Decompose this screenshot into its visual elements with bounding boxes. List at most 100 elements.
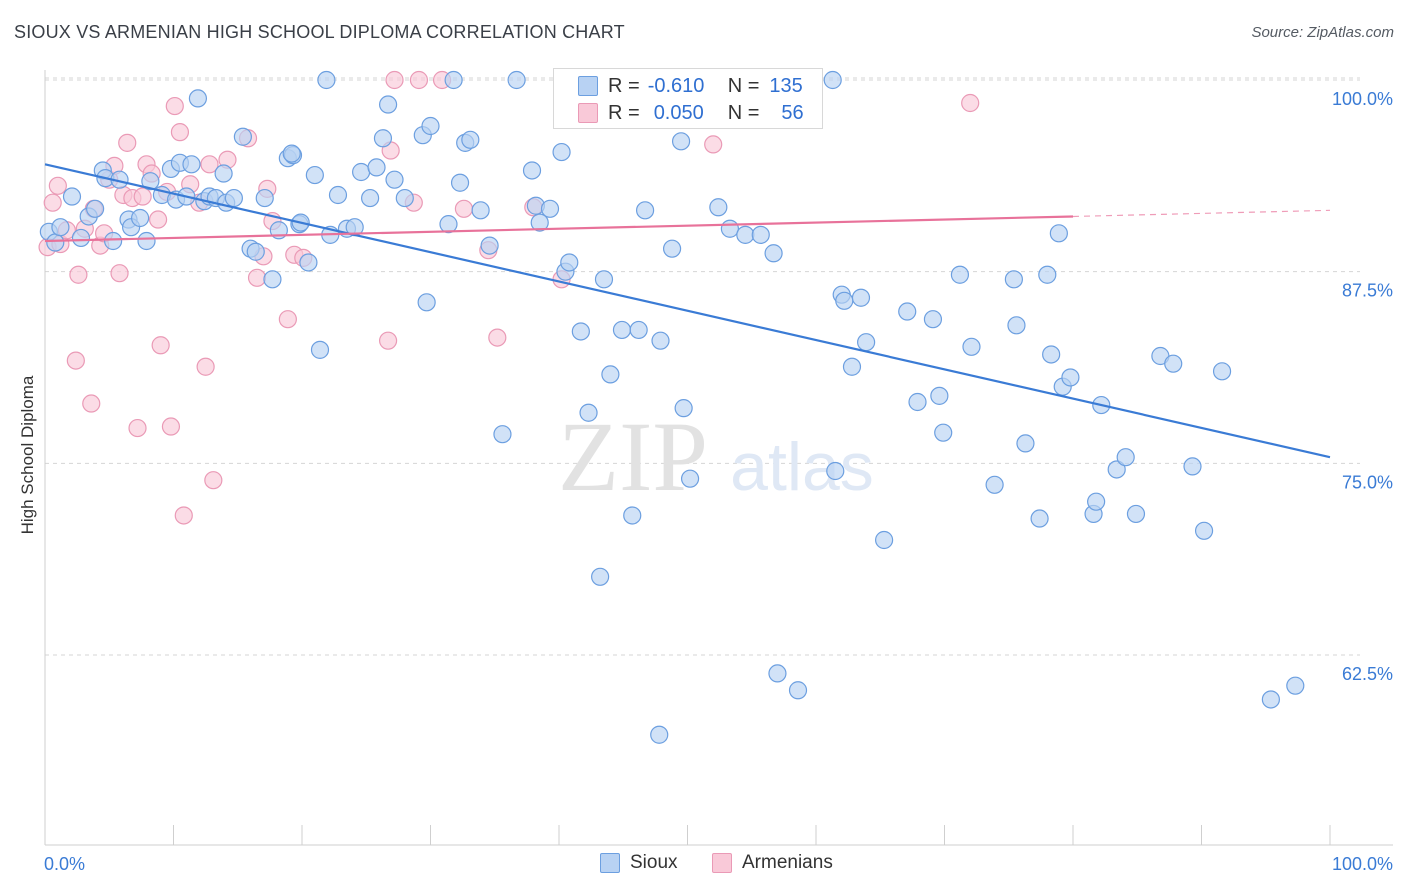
sioux-point	[352, 162, 371, 182]
sioux-point	[450, 173, 470, 192]
armenians-point	[165, 96, 184, 116]
sioux-point	[674, 399, 693, 418]
armenians-swatch	[578, 103, 598, 123]
sioux-point	[367, 158, 386, 177]
sioux-point	[788, 681, 808, 700]
sioux-point	[305, 165, 324, 185]
sioux-swatch	[578, 76, 598, 96]
tick-labels: 100.0% 87.5% 75.0% 62.5% 0.0% 100.0%	[44, 89, 1393, 874]
grid-lines	[45, 77, 1360, 656]
sioux-point	[898, 302, 917, 321]
sioux-point	[1007, 316, 1026, 335]
armenians-point	[148, 210, 168, 229]
sioux-point	[71, 228, 91, 248]
sioux-point	[768, 664, 787, 683]
r-label: R =	[608, 101, 640, 124]
sioux-point	[985, 475, 1004, 494]
sioux-point	[1107, 460, 1126, 479]
sioux-point	[540, 199, 560, 218]
sioux-point	[530, 213, 549, 232]
sioux-point	[662, 239, 682, 258]
sioux-point	[930, 386, 949, 405]
sioux-point	[444, 70, 463, 90]
sioux-r-value: -0.610	[647, 74, 705, 97]
trend-lines	[44, 163, 1331, 459]
sioux-point	[299, 253, 318, 272]
watermark-atlas: atlas	[730, 429, 874, 505]
sioux-point	[507, 70, 526, 90]
sioux-point	[282, 144, 301, 163]
armenians-point	[278, 310, 297, 329]
armenians-point	[128, 418, 147, 438]
sioux-point	[395, 188, 414, 208]
sioux-point	[709, 198, 728, 217]
armenians-point	[454, 199, 474, 218]
sioux-point	[552, 142, 571, 162]
sioux-point	[1116, 448, 1135, 467]
armenians-trend-extension	[1072, 209, 1331, 218]
sioux-point	[1212, 362, 1232, 381]
x-tick-label-min: 0.0%	[44, 854, 85, 874]
sioux-point	[385, 170, 404, 189]
sioux-point	[417, 293, 436, 312]
sioux-trend-line	[44, 163, 1331, 459]
armenians-n-value: 56	[781, 101, 804, 124]
sioux-point	[214, 164, 233, 183]
armenians-swatch	[712, 853, 732, 873]
armenians-legend-label: Armenians	[742, 852, 833, 873]
armenians-point	[488, 328, 507, 347]
sioux-point	[823, 70, 842, 90]
sioux-point	[680, 469, 700, 488]
sioux-point	[629, 320, 648, 340]
sioux-point	[86, 199, 105, 218]
armenians-point	[48, 176, 67, 195]
sioux-point	[421, 116, 440, 136]
sioux-point	[1126, 504, 1146, 524]
sioux-point	[378, 95, 398, 114]
sioux-point	[875, 530, 894, 550]
sioux-swatch	[600, 853, 620, 873]
armenians-point	[196, 357, 215, 376]
armenians-trend-line	[44, 215, 1074, 243]
sioux-point	[923, 310, 943, 329]
sioux-point	[1194, 521, 1214, 540]
chart-title: SIOUX VS ARMENIAN HIGH SCHOOL DIPLOMA CO…	[14, 22, 625, 42]
sioux-point	[1183, 457, 1202, 476]
y-tick-label: 75.0%	[1342, 472, 1393, 492]
sioux-point	[46, 233, 65, 252]
sioux-point	[751, 225, 770, 244]
sioux-point	[493, 425, 512, 444]
sioux-point	[934, 423, 953, 442]
armenians-point	[151, 336, 170, 355]
sioux-point	[962, 337, 981, 356]
sioux-point	[224, 188, 243, 208]
armenians-point	[133, 187, 152, 206]
sioux-point	[233, 127, 252, 146]
sioux-point	[263, 270, 282, 289]
sioux-point	[1286, 676, 1305, 695]
sioux-point	[560, 253, 579, 272]
sioux-point	[51, 218, 70, 237]
sioux-point	[950, 265, 970, 284]
r-label: R =	[608, 74, 640, 97]
armenians-point	[161, 417, 181, 436]
armenians-point	[110, 264, 129, 283]
x-tick-label-max: 100.0%	[1332, 854, 1393, 874]
watermark-zip: ZIP	[558, 401, 708, 512]
armenians-point	[204, 471, 223, 490]
armenians-point	[200, 155, 219, 174]
bottom-legend-sioux: Sioux	[600, 852, 678, 874]
y-tick-label: 87.5%	[1342, 281, 1393, 301]
n-label: N =	[727, 101, 760, 124]
sioux-point	[104, 231, 123, 251]
sioux-point	[635, 201, 655, 220]
sioux-point	[764, 244, 783, 263]
legend-row-armenians: R = 0.050 N = 56	[578, 101, 804, 125]
n-label: N =	[727, 74, 760, 97]
sioux-point	[1016, 434, 1035, 453]
sioux-point	[182, 155, 201, 174]
sioux-point	[651, 331, 670, 350]
armenians-point	[69, 265, 88, 284]
sioux-point	[439, 215, 458, 234]
